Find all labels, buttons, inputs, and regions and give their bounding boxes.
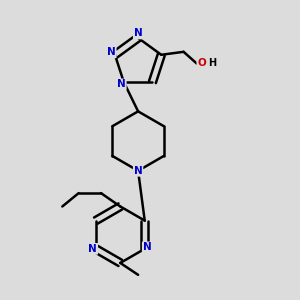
Text: N: N	[107, 47, 116, 57]
Text: O: O	[197, 58, 206, 68]
Text: N: N	[134, 28, 142, 38]
Text: N: N	[117, 80, 126, 89]
Text: H: H	[208, 58, 216, 68]
Text: N: N	[88, 244, 97, 254]
Text: N: N	[143, 242, 152, 252]
Text: N: N	[134, 166, 142, 176]
